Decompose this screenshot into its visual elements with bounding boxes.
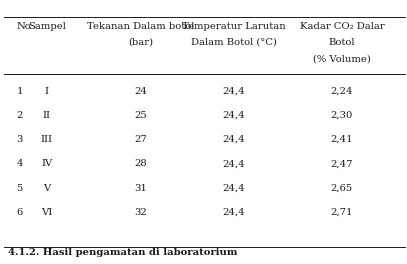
Text: 6: 6 [16,208,22,217]
Text: Dalam Botol (°C): Dalam Botol (°C) [191,38,277,47]
Text: Kadar CO₂ Dalar: Kadar CO₂ Dalar [300,22,384,31]
Text: 2,41: 2,41 [330,135,353,144]
Text: I: I [45,87,49,96]
Text: 28: 28 [134,159,147,168]
Text: 1: 1 [16,87,23,96]
Text: 4.1.2. Hasil pengamatan di laboratorium: 4.1.2. Hasil pengamatan di laboratorium [8,248,238,257]
Text: Sampel: Sampel [28,22,66,31]
Text: 32: 32 [134,208,147,217]
Text: 24,4: 24,4 [223,208,245,217]
Text: 5: 5 [16,184,23,193]
Text: Tekanan Dalam botol: Tekanan Dalam botol [87,22,194,31]
Text: 2,24: 2,24 [330,87,353,96]
Text: 27: 27 [134,135,147,144]
Text: 24,4: 24,4 [223,87,245,96]
Text: 4: 4 [16,159,23,168]
Text: 2,47: 2,47 [330,159,353,168]
Text: 24,4: 24,4 [223,159,245,168]
Text: 24,4: 24,4 [223,184,245,193]
Text: 2,30: 2,30 [331,111,353,120]
Text: 3: 3 [16,135,23,144]
Text: 24,4: 24,4 [223,111,245,120]
Text: 2: 2 [16,111,23,120]
Text: II: II [43,111,51,120]
Text: IV: IV [41,159,53,168]
Text: Botol: Botol [328,38,355,47]
Text: VI: VI [41,208,53,217]
Text: No: No [16,22,31,31]
Text: 2,65: 2,65 [331,184,353,193]
Text: III: III [41,135,53,144]
Text: 24,4: 24,4 [223,135,245,144]
Text: 25: 25 [134,111,147,120]
Text: 24: 24 [134,87,147,96]
Text: 2,71: 2,71 [330,208,353,217]
Text: 31: 31 [134,184,147,193]
Text: (% Volume): (% Volume) [313,55,371,64]
Text: (bar): (bar) [128,38,153,47]
Text: Temperatur Larutan: Temperatur Larutan [182,22,286,31]
Text: V: V [43,184,50,193]
